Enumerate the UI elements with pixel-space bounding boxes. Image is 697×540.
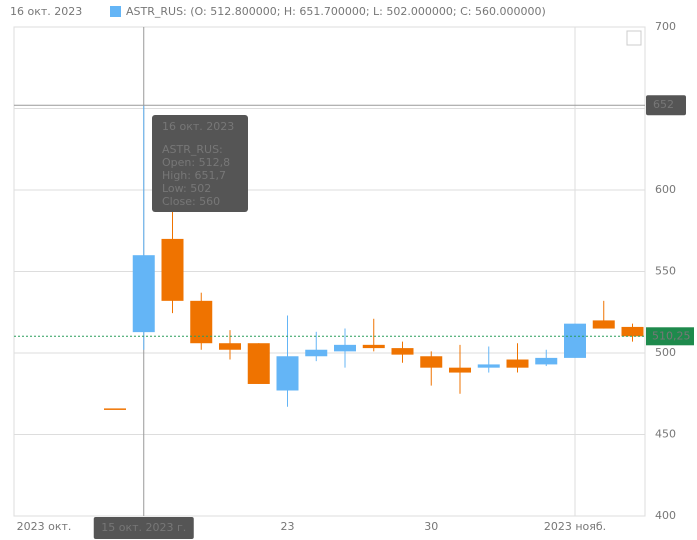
y-tick-label: 700: [655, 20, 676, 33]
candle-body: [219, 343, 241, 350]
crosshair-date-box: [93, 517, 194, 539]
candle-body: [305, 349, 328, 357]
x-start-label: 2023 окт.: [17, 520, 72, 533]
crosshair-price-label: 652: [653, 98, 674, 111]
candle-body: [535, 357, 558, 365]
y-tick-label: 500: [655, 346, 676, 359]
x-tick-label: 2023 нояб.: [544, 520, 606, 533]
candle-body: [161, 238, 184, 301]
candle-body: [506, 359, 529, 368]
tooltip-line: Open: 512,8: [162, 156, 230, 169]
header-date: 16 окт. 2023: [10, 5, 82, 18]
tooltip-line: Close: 560: [162, 195, 220, 208]
candle-body: [276, 356, 299, 391]
legend-swatch: [110, 6, 121, 17]
candle-body: [247, 343, 270, 384]
candle-body: [477, 364, 500, 368]
y-tick-label: 400: [655, 509, 676, 522]
candle-body: [592, 320, 615, 329]
crosshair-date-label: 15 окт. 2023 г.: [101, 521, 186, 534]
last-price-label: 510,25: [652, 329, 691, 342]
candle-body: [362, 344, 385, 349]
tooltip-line: ASTR_RUS:: [162, 143, 223, 156]
legend-label: ASTR_RUS: (O: 512.800000; H: 651.700000;…: [126, 5, 546, 18]
tooltip-line: Low: 502: [162, 182, 211, 195]
candle-body: [621, 326, 644, 337]
candle-body: [132, 255, 155, 333]
candle-body: [420, 356, 443, 368]
crosshair-price-box: [646, 95, 686, 116]
candle-body: [391, 348, 414, 355]
tooltip-title: 16 окт. 2023: [162, 120, 234, 133]
candle-body: [564, 323, 586, 358]
zoom-button[interactable]: [626, 30, 642, 46]
candle-body: [190, 300, 213, 344]
candle-body: [334, 344, 356, 352]
candle-body: [449, 367, 471, 373]
y-tick-label: 600: [655, 183, 676, 196]
y-tick-label: 450: [655, 428, 676, 441]
candle-body: [104, 408, 126, 410]
y-tick-label: 550: [655, 265, 676, 278]
x-tick-label: 23: [281, 520, 295, 533]
tooltip-line: High: 651,7: [162, 169, 226, 182]
x-tick-label: 30: [424, 520, 438, 533]
tooltip: [152, 115, 248, 212]
last-price-box: [646, 327, 694, 346]
